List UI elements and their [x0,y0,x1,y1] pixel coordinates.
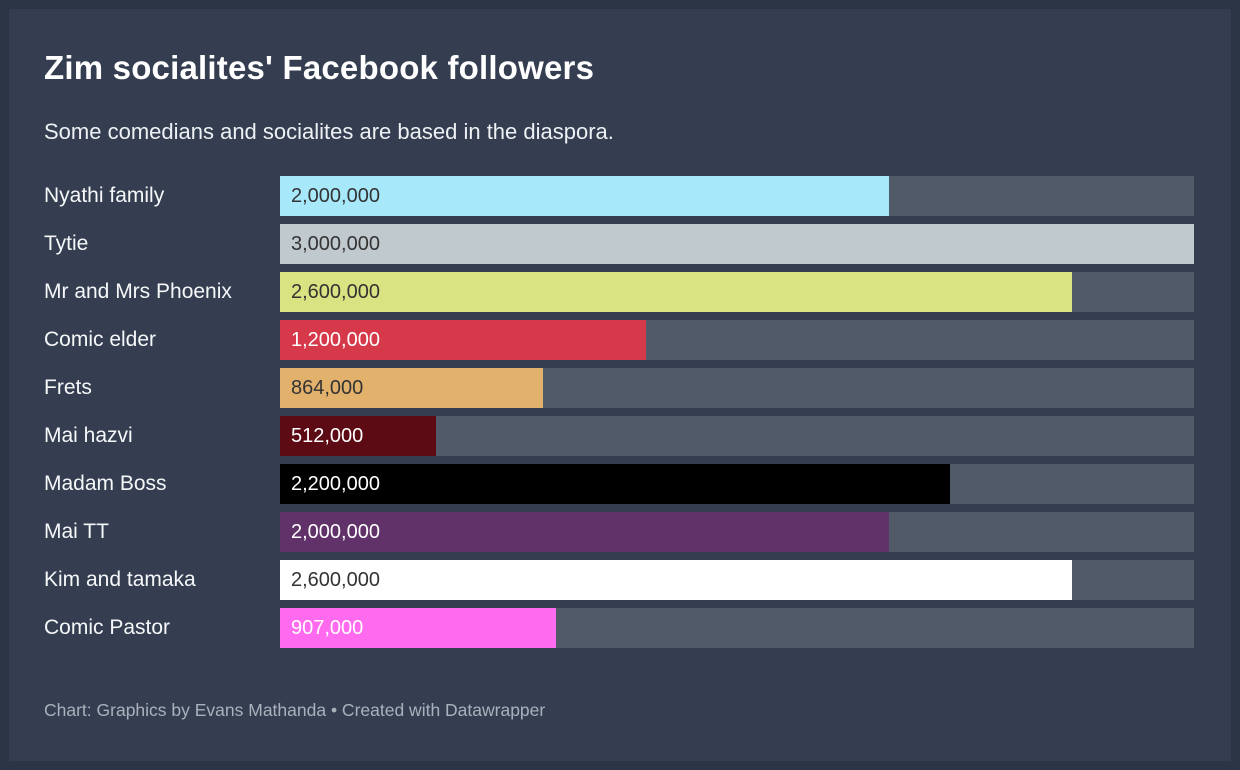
category-label: Mai TT [44,520,109,544]
bar-value-label: 3,000,000 [291,232,380,255]
chart-row: Comic elder 1,200,000 [44,320,1194,361]
chart-footer-byline: Chart: Graphics by Evans Mathanda • Crea… [44,700,546,721]
chart-title: Zim socialites' Facebook followers [44,49,595,86]
chart-row: Comic Pastor 907,000 [44,608,1194,649]
category-label: Comic Pastor [44,616,171,640]
bar: 2,200,000 [280,464,951,505]
chart-row: Nyathi family 2,000,000 [44,176,1194,217]
category-label: Comic elder [44,328,157,352]
chart-card: Zim socialites' Facebook followers Some … [9,9,1231,761]
bar-value-label: 2,000,000 [291,184,380,207]
chart-row: Mai hazvi 512,000 [44,416,1194,457]
bar: 1,200,000 [280,320,646,361]
chart-row: Mai TT 2,000,000 [44,512,1194,553]
bar-value-label: 2,600,000 [291,280,380,303]
bar-value-label: 907,000 [291,616,364,639]
chart-row: Kim and tamaka 2,600,000 [44,560,1194,601]
bar: 3,000,000 [280,224,1194,265]
bar-track: 512,000 [280,416,1194,457]
bar-track: 3,000,000 [280,224,1194,265]
bar-value-label: 2,600,000 [291,568,380,591]
chart-subtitle: Some comedians and socialites are based … [44,118,614,144]
bar: 2,600,000 [280,560,1073,601]
bar-value-label: 2,200,000 [291,472,380,495]
chart-row: Madam Boss 2,200,000 [44,464,1194,505]
bar-track: 2,000,000 [280,512,1194,553]
bar-track: 2,000,000 [280,176,1194,217]
chart-row: Mr and Mrs Phoenix 2,600,000 [44,272,1194,313]
bar-chart: Nyathi family 2,000,000 Tytie 3,000,000 Mr a… [44,176,1194,649]
category-label: Frets [44,376,92,400]
chart-row: Tytie 3,000,000 [44,224,1194,265]
bar-track: 907,000 [280,608,1194,649]
bar: 2,600,000 [280,272,1073,313]
bar-track: 2,600,000 [280,560,1194,601]
bar-track: 2,600,000 [280,272,1194,313]
bar-track: 1,200,000 [280,320,1194,361]
bar: 907,000 [280,608,557,649]
bar: 512,000 [280,416,437,457]
category-label: Kim and tamaka [44,568,196,592]
bar-value-label: 512,000 [291,424,364,447]
bar-value-label: 2,000,000 [291,520,380,543]
chart-row: Frets 864,000 [44,368,1194,409]
bar: 2,000,000 [280,512,890,553]
bar-track: 864,000 [280,368,1194,409]
category-label: Tytie [44,232,89,256]
category-label: Nyathi family [44,184,165,208]
bar: 2,000,000 [280,176,890,217]
category-label: Mr and Mrs Phoenix [44,280,232,304]
bar: 864,000 [280,368,544,409]
category-label: Mai hazvi [44,424,133,448]
bar-track: 2,200,000 [280,464,1194,505]
bar-value-label: 1,200,000 [291,328,380,351]
bar-value-label: 864,000 [291,376,364,399]
category-label: Madam Boss [44,472,167,496]
